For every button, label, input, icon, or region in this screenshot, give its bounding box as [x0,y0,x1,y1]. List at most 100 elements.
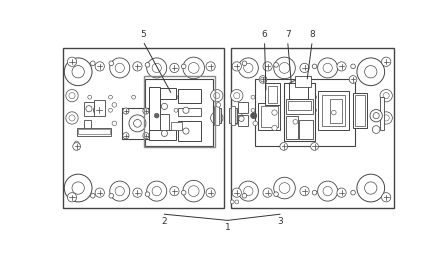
Circle shape [313,95,317,99]
Bar [83,120,91,131]
Circle shape [216,103,221,107]
Bar [265,83,280,105]
Bar [78,129,110,134]
Circle shape [145,62,150,67]
Circle shape [67,57,77,66]
Circle shape [152,63,161,72]
Bar [284,83,314,141]
Circle shape [274,192,278,197]
Circle shape [132,108,135,112]
Circle shape [132,95,135,99]
Circle shape [96,107,102,113]
Circle shape [239,116,244,122]
Circle shape [355,95,359,99]
Bar [380,97,384,130]
Bar [213,108,221,123]
Bar [238,102,248,112]
Circle shape [274,62,278,67]
Circle shape [109,194,114,198]
Circle shape [161,130,167,136]
Circle shape [69,115,75,121]
Bar [77,128,111,136]
Circle shape [196,108,199,112]
Circle shape [230,200,234,204]
Circle shape [152,187,161,196]
Circle shape [263,188,272,197]
Circle shape [183,128,189,134]
Bar [330,99,341,123]
Bar [149,87,160,130]
Circle shape [133,188,142,197]
Circle shape [214,115,220,121]
Circle shape [152,95,156,99]
Circle shape [123,108,129,114]
Circle shape [210,90,223,102]
Circle shape [73,143,80,150]
Text: 8: 8 [309,30,315,39]
Circle shape [183,107,189,113]
Bar [122,108,153,139]
Circle shape [234,115,240,121]
Text: 6: 6 [262,30,267,39]
Text: 5: 5 [140,30,146,39]
Circle shape [115,63,124,72]
Circle shape [251,108,255,112]
Circle shape [323,63,332,72]
Bar [149,88,176,99]
Bar [355,95,365,126]
Circle shape [188,186,199,197]
Circle shape [323,187,332,196]
Circle shape [357,58,385,86]
Circle shape [134,119,141,127]
Circle shape [292,108,296,112]
Circle shape [311,143,318,150]
Bar [353,93,367,128]
Circle shape [381,193,391,202]
Circle shape [196,95,199,99]
Bar [178,121,202,141]
Circle shape [170,187,179,196]
Circle shape [64,58,92,86]
Bar [178,89,202,103]
Circle shape [270,108,274,112]
Bar [145,79,213,147]
Circle shape [94,105,104,116]
Circle shape [351,190,355,195]
Circle shape [95,188,104,197]
Circle shape [133,62,142,71]
Circle shape [244,187,253,196]
Circle shape [274,57,295,79]
Bar [318,91,349,130]
Bar [214,106,219,125]
Circle shape [238,181,258,201]
Bar [261,106,278,127]
Circle shape [263,62,272,71]
Circle shape [152,108,156,112]
Circle shape [337,62,346,71]
Circle shape [143,133,149,139]
Circle shape [280,143,288,150]
Circle shape [355,108,359,112]
Circle shape [74,141,79,146]
Circle shape [230,90,243,102]
Bar [255,79,355,147]
Circle shape [365,182,377,194]
Circle shape [112,121,117,126]
Circle shape [91,61,95,66]
Circle shape [181,190,186,195]
Circle shape [312,190,317,195]
Circle shape [242,194,247,198]
Text: 2: 2 [162,216,167,225]
Circle shape [349,76,357,83]
Circle shape [234,93,240,99]
Circle shape [383,115,389,121]
Circle shape [147,181,166,201]
Circle shape [69,93,75,99]
Circle shape [279,62,290,73]
Circle shape [300,63,309,72]
Circle shape [109,61,114,66]
Circle shape [109,95,112,99]
Circle shape [332,110,336,115]
Bar [170,122,182,130]
Bar [268,86,277,103]
